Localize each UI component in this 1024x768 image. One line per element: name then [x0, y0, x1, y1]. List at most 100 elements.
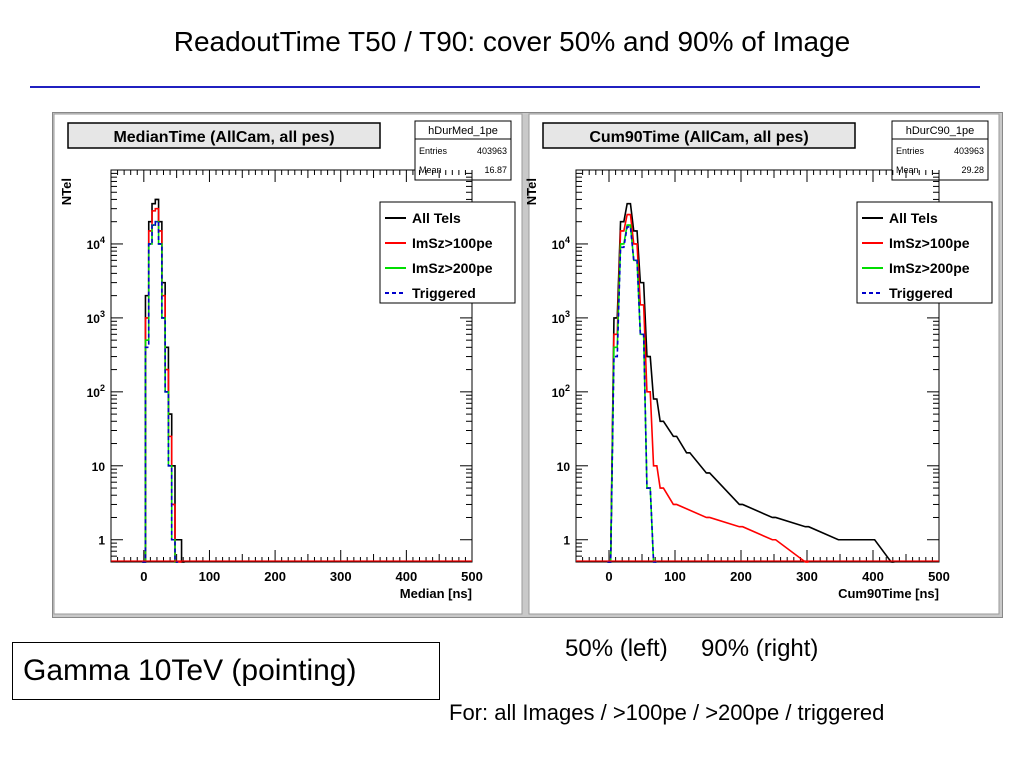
point-all-tels: [152, 202, 155, 205]
point-triggered: [162, 317, 165, 319]
point-all-tels: [647, 355, 650, 358]
point-all-tels: [892, 561, 894, 563]
slide-title: ReadoutTime T50 / T90: cover 50% and 90%…: [173, 26, 851, 57]
point-triggered: [628, 226, 630, 228]
point-all-tels: [654, 398, 656, 400]
point-triggered: [143, 561, 145, 563]
point-triggered: [608, 561, 610, 563]
legend-label-all-tels: All Tels: [889, 210, 938, 226]
title-underline: [30, 86, 980, 88]
point-imsz100: [740, 525, 742, 528]
legend-label-imsz100: ImSz>100pe: [889, 235, 970, 251]
y-tick-label: 1: [98, 534, 105, 548]
point-triggered: [165, 391, 168, 393]
point-all-tels: [169, 413, 171, 415]
point-imsz100: [156, 207, 158, 210]
point-triggered: [647, 487, 650, 489]
point-imsz100: [146, 317, 148, 319]
point-imsz100: [165, 368, 168, 371]
point-triggered: [146, 346, 148, 349]
x-tick-label: 200: [264, 569, 286, 584]
legend-label-imsz200: ImSz>200pe: [889, 260, 970, 276]
gamma-label-box: Gamma 10TeV (pointing): [12, 642, 440, 700]
point-triggered: [175, 561, 178, 563]
legend-label-imsz100: ImSz>100pe: [412, 235, 493, 251]
point-all-tels: [740, 503, 742, 506]
chart-panel-1: MedianTime (AllCam, all pes) hDurMed_1pe E…: [53, 113, 523, 615]
x-axis-label: Cum90Time [ns]: [838, 586, 939, 601]
point-triggered: [641, 333, 643, 336]
stats-entries-label: Entries: [419, 146, 448, 156]
point-imsz100: [634, 243, 637, 245]
legend-label-imsz200: ImSz>200pe: [412, 260, 493, 276]
y-axis-label: NTel: [59, 178, 74, 205]
legend-label-all-tels: All Tels: [412, 210, 461, 226]
point-imsz200: [614, 346, 617, 349]
y-tick-label: 104: [87, 235, 105, 252]
point-all-tels: [175, 538, 178, 541]
series-all-tels: [607, 202, 895, 563]
point-imsz200: [146, 339, 148, 341]
stats-entries-label: Entries: [896, 146, 925, 156]
plot-frame: [575, 169, 940, 563]
chart-title: Cum90Time (AllCam, all pes): [589, 129, 808, 146]
point-triggered: [654, 561, 656, 563]
point-all-tels: [707, 472, 709, 474]
point-imsz100: [806, 561, 808, 563]
x-tick-label: 0: [140, 569, 147, 584]
stats-mean-label: Mean: [419, 165, 442, 175]
y-tick-label: 10: [557, 460, 571, 474]
x-tick-label: 400: [862, 569, 884, 584]
point-imsz100: [674, 503, 676, 506]
point-imsz100: [162, 294, 165, 297]
legend: All Tels ImSz>100pe ImSz>200pe Triggered: [856, 201, 993, 304]
x-tick-label: 0: [605, 569, 612, 584]
stats-mean-value: 29.28: [961, 165, 984, 175]
point-imsz100: [159, 230, 162, 232]
point-all-tels: [162, 281, 165, 284]
point-imsz100: [773, 538, 775, 541]
stats-box: hDurMed_1pe Entries 403963 Mean 16.87: [414, 120, 512, 181]
y-tick-label: 102: [87, 383, 105, 400]
caption-left-right: 50% (left) 90% (right): [565, 635, 819, 662]
point-imsz100: [628, 213, 630, 216]
stats-name: hDurMed_1pe: [428, 125, 498, 137]
plot-frame: [110, 169, 473, 563]
point-all-tels: [872, 538, 874, 541]
point-all-tels: [172, 464, 175, 467]
point-all-tels: [156, 198, 158, 201]
stats-entries-value: 403963: [477, 146, 507, 156]
point-all-tels: [182, 561, 184, 563]
point-triggered: [149, 243, 152, 245]
y-axis-label: NTel: [524, 178, 539, 205]
chart-title: MedianTime (AllCam, all pes): [113, 129, 334, 146]
point-all-tels: [179, 538, 181, 541]
point-imsz100: [614, 333, 617, 336]
point-imsz100: [172, 503, 175, 506]
point-all-tels: [165, 346, 168, 349]
legend-label-triggered: Triggered: [412, 285, 476, 301]
point-imsz200: [628, 224, 630, 226]
x-tick-label: 100: [664, 569, 686, 584]
point-all-tels: [614, 317, 617, 319]
stats-entries-value: 403963: [954, 146, 984, 156]
point-all-tels: [628, 202, 630, 205]
stats-mean-label: Mean: [896, 165, 919, 175]
chart-panel-2: Cum90Time (AllCam, all pes) hDurC90_1pe En…: [524, 113, 1000, 615]
point-imsz100: [169, 435, 171, 438]
x-tick-label: 500: [928, 569, 950, 584]
point-triggered: [172, 538, 175, 541]
point-imsz100: [179, 561, 181, 563]
x-tick-label: 400: [396, 569, 418, 584]
point-all-tels: [773, 516, 775, 519]
point-imsz200: [621, 243, 623, 245]
point-all-tels: [634, 230, 637, 232]
stats-name: hDurC90_1pe: [906, 125, 975, 137]
legend: All Tels ImSz>100pe ImSz>200pe Triggered: [379, 201, 516, 304]
point-imsz100: [707, 516, 709, 519]
point-all-tels: [806, 525, 808, 528]
x-tick-label: 300: [330, 569, 352, 584]
x-tick-label: 200: [730, 569, 752, 584]
point-all-tels: [621, 220, 623, 223]
y-tick-label: 1: [563, 534, 570, 548]
